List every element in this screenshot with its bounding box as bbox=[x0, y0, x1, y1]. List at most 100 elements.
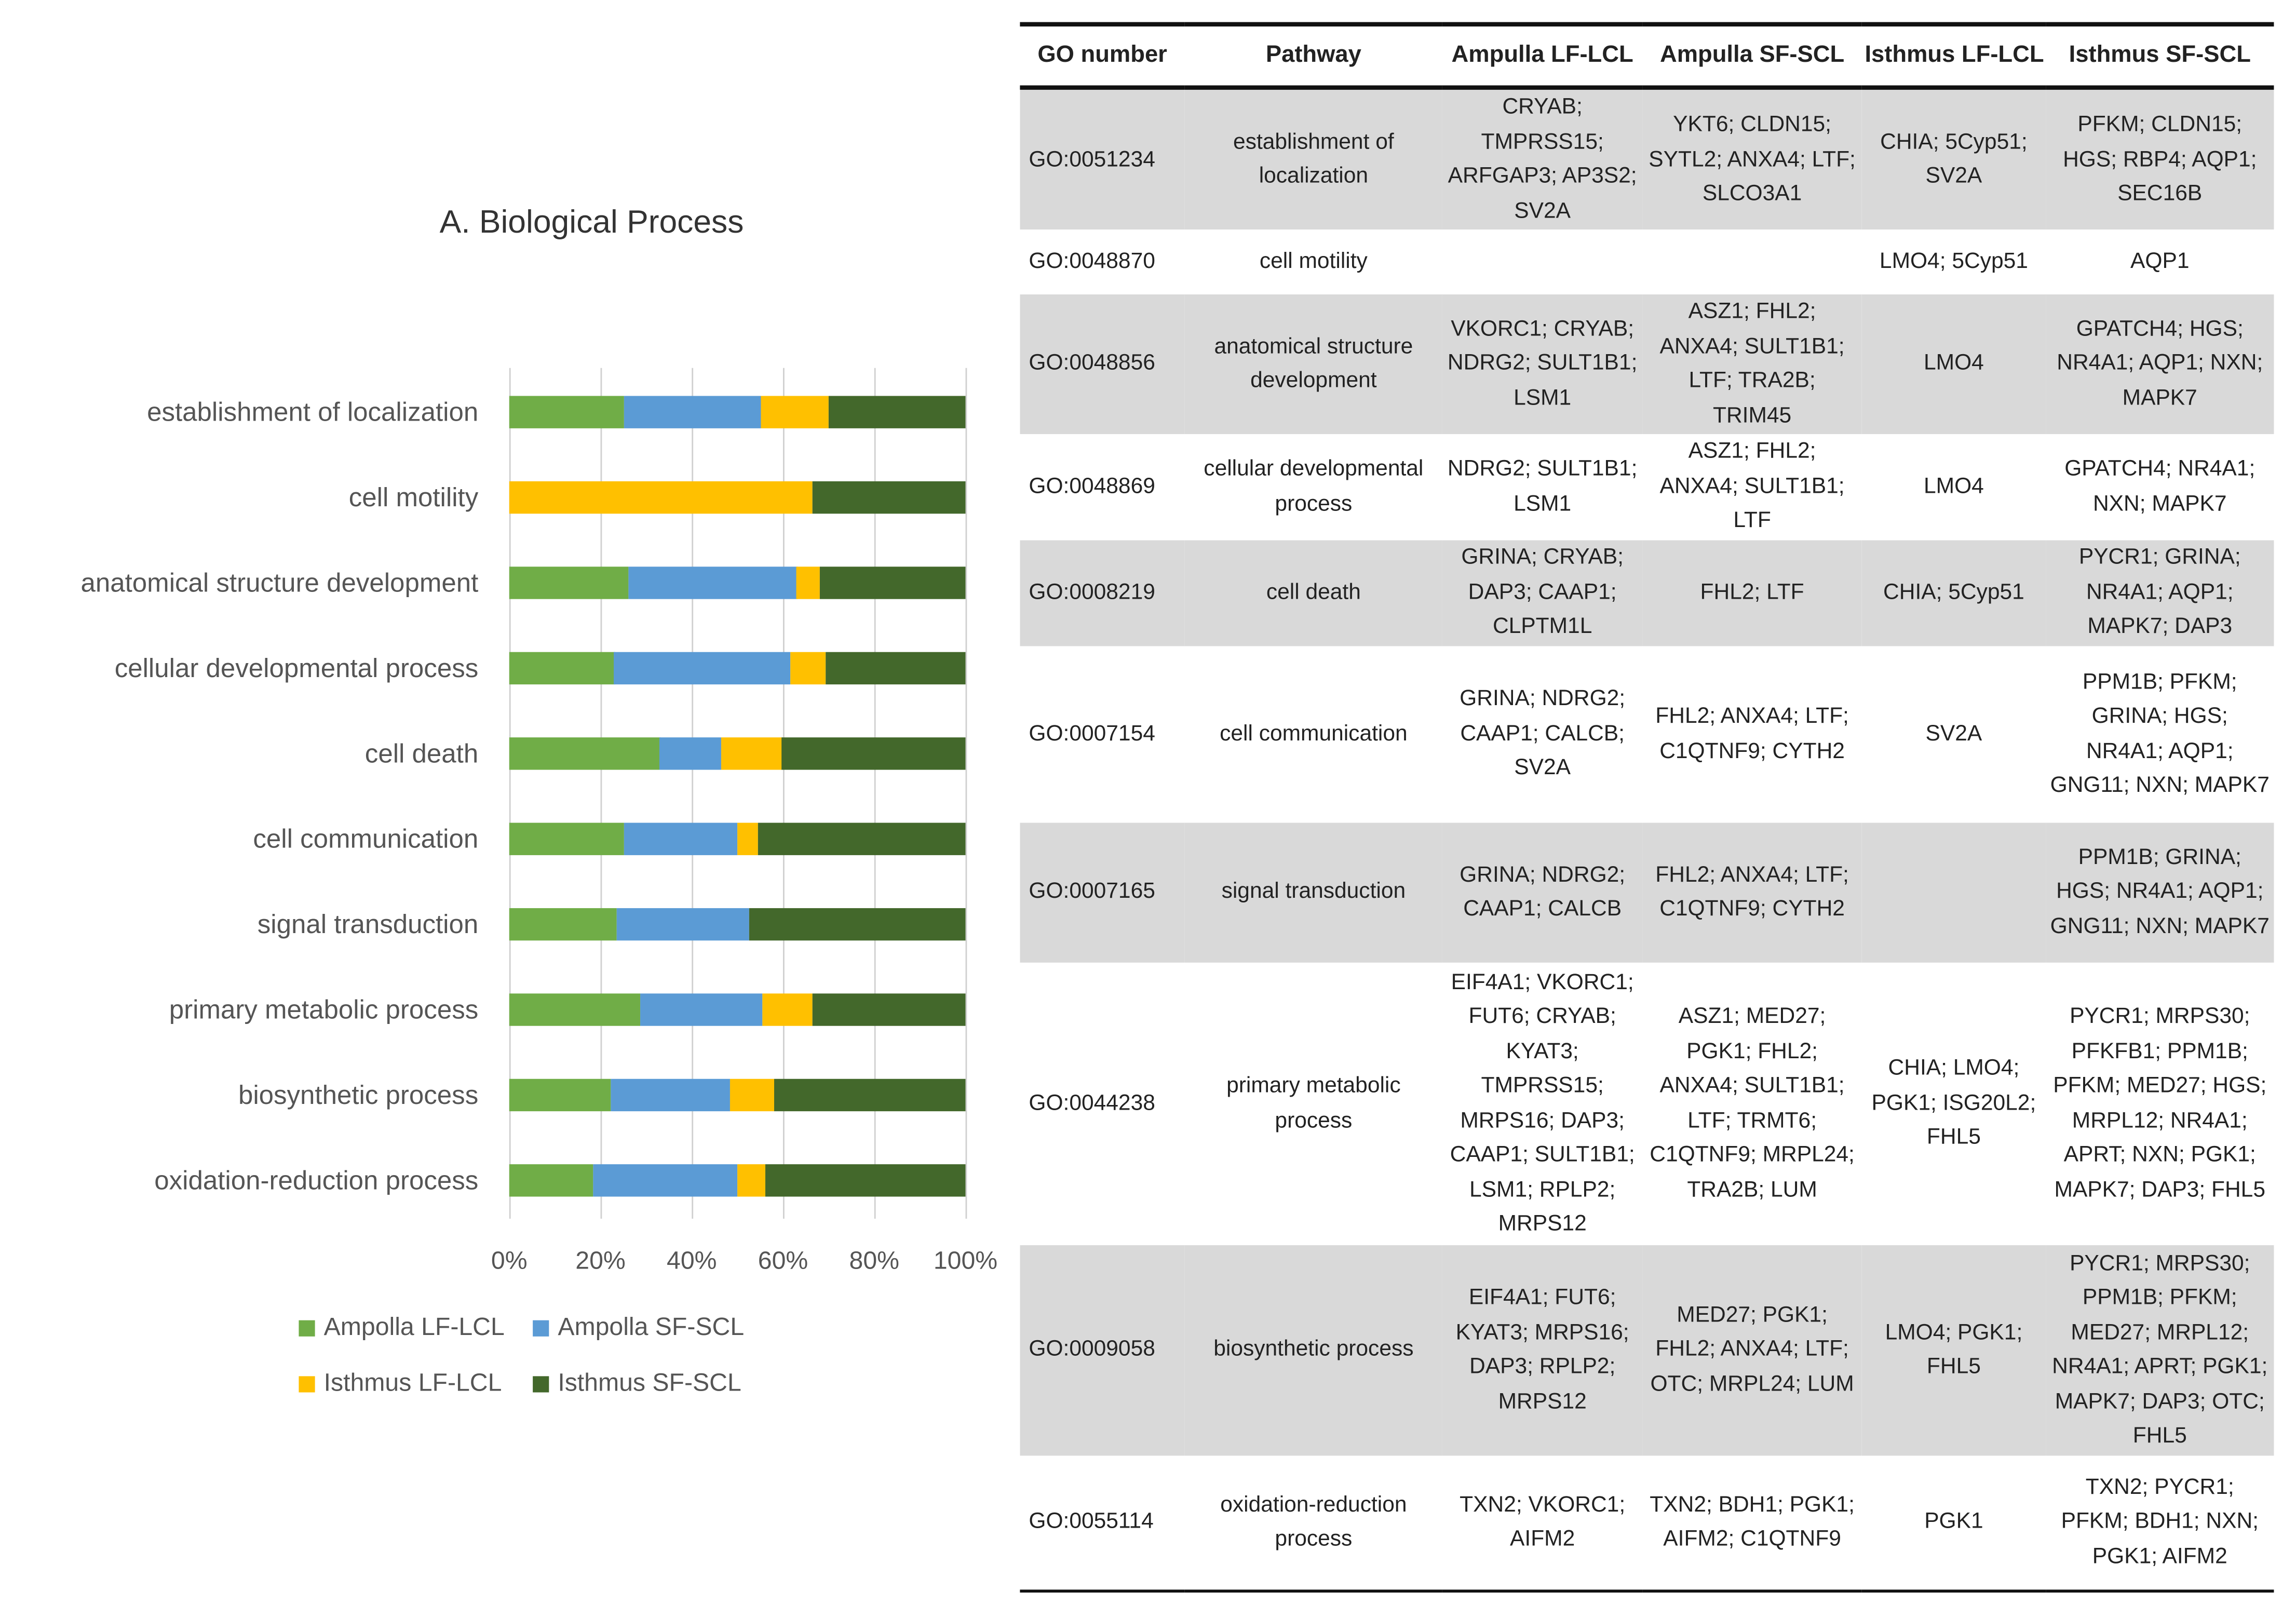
isthmus-sf-scl-cell: PYCR1; MRPS30; PPM1B; PFKM; MED27; MRPL1… bbox=[2046, 1244, 2274, 1455]
column-header: Pathway bbox=[1184, 22, 1442, 90]
legend-label: Ampolla SF-SCL bbox=[558, 1313, 745, 1341]
legend-item-ampolla-lf-lcl: Ampolla LF-LCL bbox=[299, 1313, 505, 1342]
table-row: GO:0008219 cell death GRINA; CRYAB; DAP3; … bbox=[1020, 539, 2274, 645]
go-number-cell: GO:0007154 bbox=[1029, 721, 1155, 746]
isthmus-sf-scl-cell: PPM1B; PFKM; GRINA; HGS; NR4A1; AQP1; GN… bbox=[2050, 669, 2270, 798]
ampulla-lf-lcl-cell: CRYAB; TMPRSS15; ARFGAP3; AP3S2; SV2A bbox=[1442, 87, 1643, 229]
category-label: anatomical structure development bbox=[80, 568, 479, 598]
legend-label: Isthmus LF-LCL bbox=[323, 1369, 502, 1397]
ampulla-lf-lcl-cell: TXN2; VKORC1; AIFM2 bbox=[1442, 1455, 1643, 1592]
bar-segment-isthmus-lf-lcl bbox=[730, 1078, 775, 1112]
category-label: primary metabolic process bbox=[169, 995, 479, 1024]
pathway-cell: signal transduction bbox=[1184, 822, 1442, 962]
ampulla-sf-scl-cell: MED27; PGK1; FHL2; ANXA4; LTF; OTC; MRPL… bbox=[1642, 1244, 1862, 1455]
bar-segment-isthmus-lf-lcl bbox=[796, 567, 820, 599]
bar-segment-isthmus-lf-lcl bbox=[790, 652, 826, 685]
isthmus-sf-scl-cell: AQP1 bbox=[2130, 248, 2190, 274]
bar-segment-ampolla-sf-scl bbox=[593, 1164, 738, 1197]
isthmus-lf-lcl-cell: PGK1 bbox=[1861, 1455, 2046, 1592]
go-number-cell: GO:0009058 bbox=[1020, 1244, 1185, 1455]
ampulla-lf-lcl-cell: VKORC1; CRYAB; NDRG2; SULT1B1; LSM1 bbox=[1442, 293, 1643, 434]
pathway-cell: primary metabolic process bbox=[1226, 1073, 1401, 1133]
bar-segment-ampolla-lf-lcl bbox=[509, 908, 617, 941]
go-number-cell: GO:0048856 bbox=[1020, 293, 1185, 434]
bar-segment-ampolla-lf-lcl bbox=[509, 1164, 594, 1197]
table-row: GO:0009058 biosynthetic process EIF4A1; FU… bbox=[1020, 1244, 2274, 1455]
bar-segment-ampolla-lf-lcl bbox=[509, 993, 641, 1026]
bar-segment-ampolla-sf-scl bbox=[611, 1078, 731, 1112]
isthmus-sf-scl-cell: PYCR1; GRINA; NR4A1; AQP1; MAPK7; DAP3 bbox=[2046, 539, 2274, 645]
bar-segment-ampolla-lf-lcl bbox=[509, 567, 629, 599]
bar-segment-ampolla-lf-lcl bbox=[509, 737, 660, 770]
ampulla-lf-lcl-cell bbox=[1442, 229, 1643, 294]
ampulla-sf-scl-cell bbox=[1642, 229, 1861, 294]
x-tick-label: 80% bbox=[849, 1246, 899, 1275]
gridline bbox=[509, 368, 511, 1219]
go-number-cell: GO:0048869 bbox=[1029, 474, 1155, 499]
table-row: GO:0044238 primary metabolic process EIF4A… bbox=[1020, 962, 2274, 1244]
table-row: GO:0051234 establishment of localization C… bbox=[1020, 87, 2274, 229]
gridline bbox=[783, 368, 785, 1219]
go-number-cell: GO:0008219 bbox=[1020, 539, 1185, 645]
x-tick-label: 0% bbox=[491, 1246, 528, 1275]
isthmus-sf-scl-cell: GPATCH4; NR4A1; NXN; MAPK7 bbox=[2064, 456, 2256, 516]
ampulla-sf-scl-cell: FHL2; ANXA4; LTF; C1QTNF9; CYTH2 bbox=[1642, 822, 1862, 962]
isthmus-sf-scl-cell: PPM1B; GRINA; HGS; NR4A1; AQP1; GNG11; N… bbox=[2046, 822, 2274, 962]
gridline bbox=[600, 368, 602, 1219]
bar-segment-isthmus-lf-lcl bbox=[762, 993, 813, 1026]
bar-segment-ampolla-sf-scl bbox=[614, 652, 791, 685]
category-label: biosynthetic process bbox=[238, 1080, 479, 1110]
pathway-cell: anatomical structure development bbox=[1184, 293, 1442, 434]
bar-segment-isthmus-sf-scl bbox=[749, 908, 966, 941]
chart-title: A. Biological Process bbox=[439, 203, 744, 240]
table-row: GO:0055114 oxidation-reduction process TXN… bbox=[1020, 1455, 2274, 1592]
ampulla-sf-scl-cell: FHL2; ANXA4; LTF; C1QTNF9; CYTH2 bbox=[1655, 703, 1849, 763]
category-label: cell motility bbox=[348, 482, 479, 512]
category-label: oxidation-reduction process bbox=[154, 1166, 479, 1195]
column-header: Isthmus LF-LCL bbox=[1861, 22, 2046, 90]
ampulla-lf-lcl-cell: GRINA; NDRG2; CAAP1; CALCB; SV2A bbox=[1460, 686, 1626, 781]
legend-swatch bbox=[299, 1375, 315, 1392]
category-label: cellular developmental process bbox=[114, 653, 479, 683]
gridline bbox=[965, 368, 967, 1219]
isthmus-lf-lcl-cell: LMO4 bbox=[1923, 474, 1984, 499]
category-label: establishment of localization bbox=[147, 397, 479, 427]
bar-segment-ampolla-sf-scl bbox=[628, 567, 798, 599]
isthmus-sf-scl-cell: TXN2; PYCR1; PFKM; BDH1; NXN; PGK1; AIFM… bbox=[2046, 1455, 2274, 1592]
legend-swatch bbox=[299, 1319, 315, 1336]
bar-segment-ampolla-sf-scl bbox=[659, 737, 721, 770]
bar-segment-ampolla-lf-lcl bbox=[509, 396, 624, 428]
bar-segment-isthmus-lf-lcl bbox=[509, 481, 813, 514]
isthmus-lf-lcl-cell: LMO4 bbox=[1861, 293, 2046, 434]
go-number-cell: GO:0044238 bbox=[1029, 1090, 1155, 1115]
ampulla-lf-lcl-cell: EIF4A1; FUT6; KYAT3; MRPS16; DAP3; RPLP2… bbox=[1442, 1244, 1643, 1455]
bar-segment-isthmus-sf-scl bbox=[782, 737, 966, 770]
isthmus-lf-lcl-cell: SV2A bbox=[1925, 721, 1982, 746]
bar-segment-isthmus-sf-scl bbox=[813, 993, 966, 1026]
bar-segment-isthmus-sf-scl bbox=[764, 1164, 966, 1197]
bar-segment-ampolla-lf-lcl bbox=[509, 1078, 612, 1112]
isthmus-lf-lcl-cell: CHIA; 5Cyp51 bbox=[1861, 539, 2046, 645]
legend-label: Isthmus SF-SCL bbox=[558, 1369, 741, 1397]
ampulla-sf-scl-cell: ASZ1; FHL2; ANXA4; SULT1B1; LTF; TRA2B; … bbox=[1642, 293, 1862, 434]
go-pathway-table: GO number Pathway Ampulla LF-LCL Ampulla SF… bbox=[1020, 22, 2274, 1592]
bar-segment-ampolla-sf-scl bbox=[623, 822, 738, 855]
ampulla-lf-lcl-cell: NDRG2; SULT1B1; LSM1 bbox=[1447, 456, 1638, 516]
go-number-cell: GO:0055114 bbox=[1020, 1455, 1185, 1592]
pathway-cell: cellular developmental process bbox=[1204, 456, 1424, 516]
table-row: GO:0048856 anatomical structure developme… bbox=[1020, 293, 2274, 434]
x-tick-label: 100% bbox=[933, 1246, 998, 1275]
bar-segment-ampolla-lf-lcl bbox=[509, 652, 615, 685]
ampulla-sf-scl-cell: FHL2; LTF bbox=[1642, 539, 1862, 645]
x-tick-label: 60% bbox=[758, 1246, 808, 1275]
x-tick-label: 40% bbox=[667, 1246, 717, 1275]
pathway-cell: oxidation-reduction process bbox=[1184, 1455, 1442, 1592]
bar-segment-isthmus-lf-lcl bbox=[737, 1164, 765, 1197]
ampulla-sf-scl-cell: ASZ1; MED27; PGK1; FHL2; ANXA4; SULT1B1;… bbox=[1650, 1004, 1855, 1202]
isthmus-lf-lcl-cell bbox=[1861, 822, 2046, 962]
legend-swatch bbox=[533, 1375, 549, 1392]
column-header: GO number bbox=[1020, 22, 1185, 90]
go-number-cell: GO:0051234 bbox=[1020, 87, 1185, 229]
isthmus-sf-scl-cell: GPATCH4; HGS; NR4A1; AQP1; NXN; MAPK7 bbox=[2046, 293, 2274, 434]
bar-segment-ampolla-lf-lcl bbox=[509, 822, 624, 855]
